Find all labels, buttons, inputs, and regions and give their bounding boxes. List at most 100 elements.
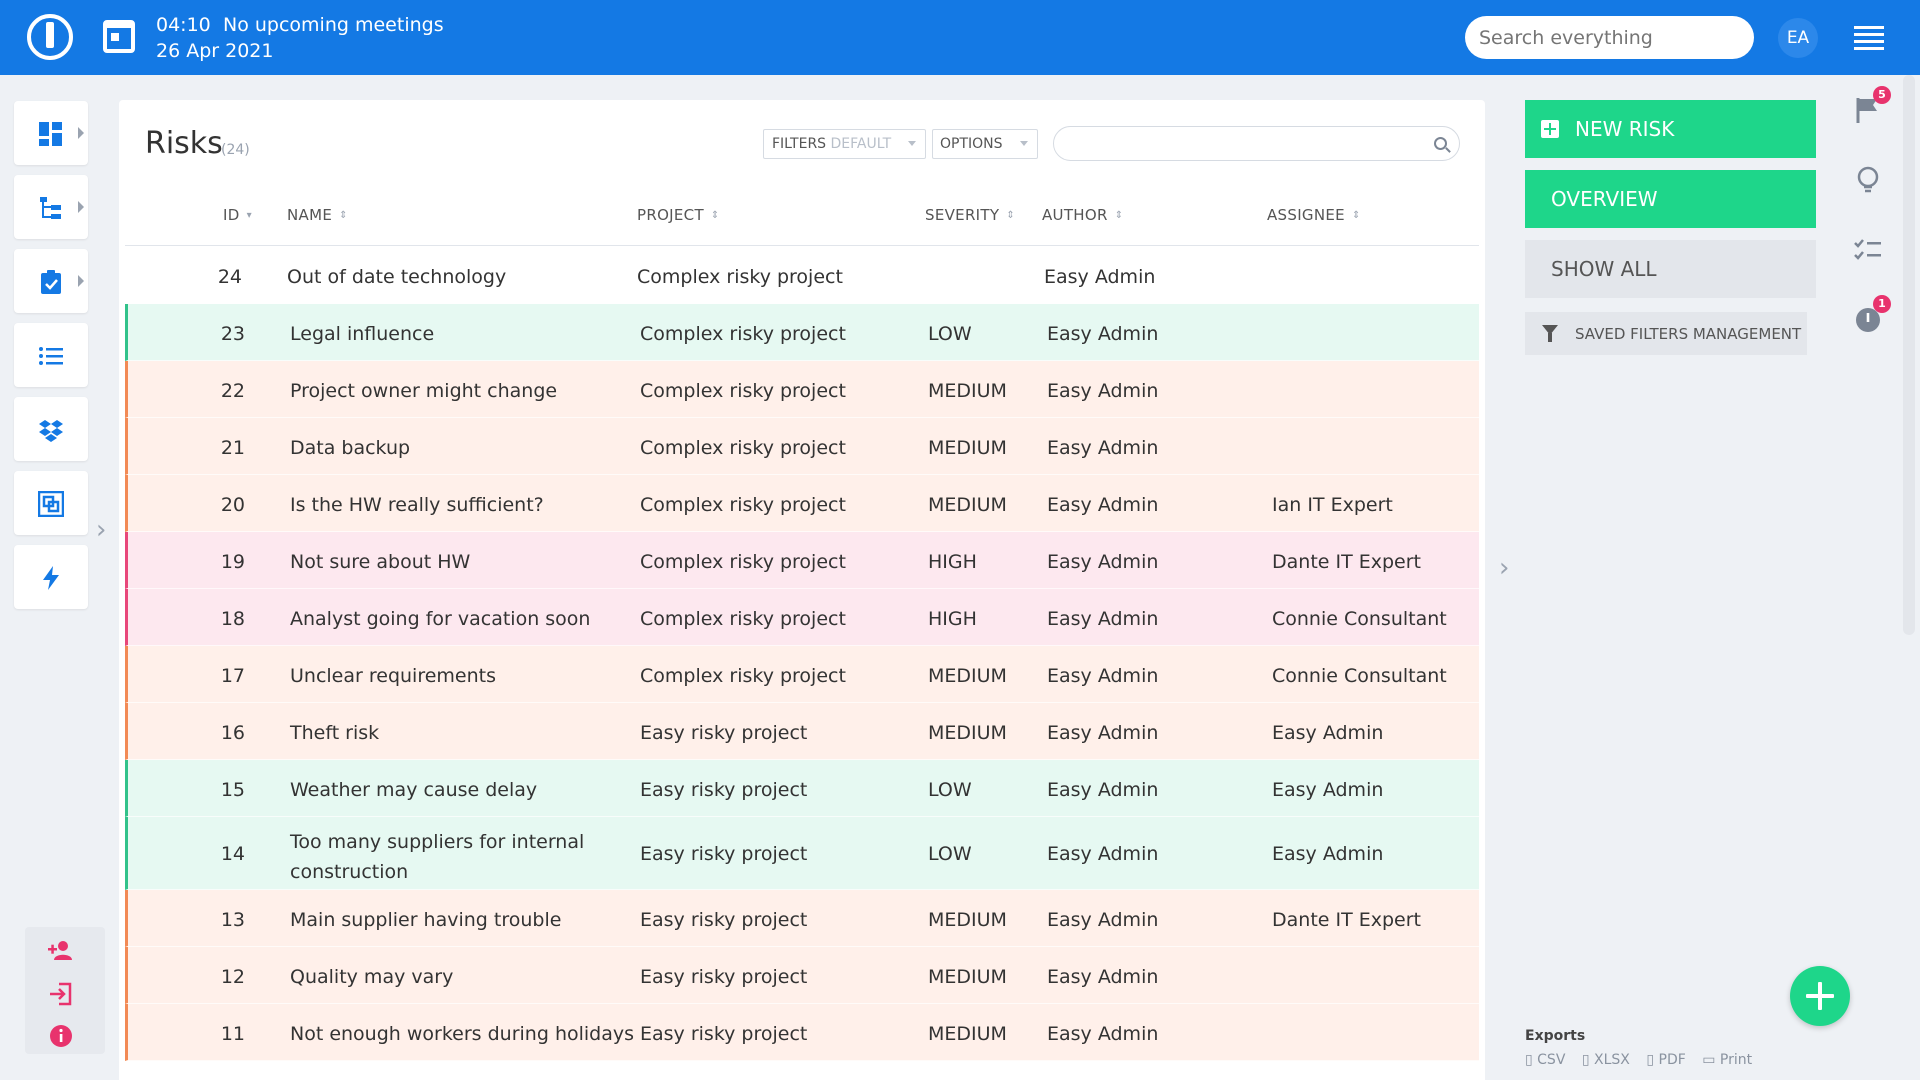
print-link[interactable]: ▭ Print [1702,1052,1753,1068]
page-scrollbar[interactable] [1903,75,1915,635]
info-icon[interactable] [47,1022,75,1050]
filters-button[interactable]: FILTERS DEFAULT [763,129,926,159]
column-header-id[interactable]: ID ▾ [223,206,252,224]
flag-icon[interactable] [1852,94,1884,126]
cell-name[interactable]: Main supplier having trouble [290,909,562,931]
chevron-right-icon[interactable]: › [1499,553,1510,583]
export-pdf-link[interactable]: ▯ PDF [1646,1052,1686,1068]
cell-assignee[interactable]: Connie Consultant [1272,665,1447,687]
cell-author[interactable]: Easy Admin [1047,665,1159,687]
export-xlsx-link[interactable]: ▯ XLSX [1581,1052,1630,1068]
list-search-input[interactable] [1053,126,1460,161]
table-row[interactable]: 24 Out of date technology Complex risky pr… [125,247,1479,304]
chevron-right-icon[interactable]: › [96,515,107,545]
cell-project[interactable]: Complex risky project [640,323,846,345]
table-row[interactable]: 11 Not enough workers during holidays Easy… [125,1004,1479,1061]
table-row[interactable]: 14 Too many suppliers for internal constr… [125,817,1479,890]
table-row[interactable]: 12 Quality may vary Easy risky project MEDI… [125,947,1479,1004]
table-row[interactable]: 20 Is the HW really sufficient? Complex ri… [125,475,1479,532]
table-row[interactable]: 18 Analyst going for vacation soon Complex… [125,589,1479,646]
cell-project[interactable]: Complex risky project [640,437,846,459]
cell-author[interactable]: Easy Admin [1044,266,1156,288]
meetings-status[interactable]: No upcoming meetings [223,14,444,36]
cell-author[interactable]: Easy Admin [1047,843,1159,865]
add-user-icon[interactable] [47,937,75,965]
cell-name[interactable]: Too many suppliers for internal construc… [290,831,585,883]
sidebar-item-projects-tree[interactable] [14,175,88,239]
cell-assignee[interactable]: Easy Admin [1272,779,1384,801]
search-icon[interactable] [1434,137,1447,150]
login-icon[interactable] [47,980,75,1008]
cell-project[interactable]: Easy risky project [640,722,808,744]
sidebar-item-quick-actions[interactable] [14,545,88,609]
table-row[interactable]: 13 Main supplier having trouble Easy risky… [125,890,1479,947]
cell-name[interactable]: Unclear requirements [290,665,496,687]
cell-project[interactable]: Easy risky project [640,1023,808,1045]
cell-name[interactable]: Data backup [290,437,411,459]
calendar-icon[interactable] [103,20,135,53]
cell-name[interactable]: Quality may vary [290,966,454,988]
table-row[interactable]: 19 Not sure about HW Complex risky project… [125,532,1479,589]
cell-name[interactable]: Out of date technology [287,266,507,288]
table-row[interactable]: 16 Theft risk Easy risky project MEDIUM Easy… [125,703,1479,760]
column-header-project[interactable]: PROJECT ⇕ [637,206,720,224]
table-row[interactable]: 17 Unclear requirements Complex risky proj… [125,646,1479,703]
cell-project[interactable]: Complex risky project [640,665,846,687]
column-header-author[interactable]: AUTHOR ⇕ [1042,206,1123,224]
new-risk-button[interactable]: NEW RISK [1525,100,1816,158]
cell-name[interactable]: Is the HW really sufficient? [290,494,544,516]
timer-icon[interactable] [1852,303,1884,335]
options-button[interactable]: OPTIONS [932,129,1038,159]
saved-filters-management-button[interactable]: SAVED FILTERS MANAGEMENT [1525,312,1807,355]
cell-author[interactable]: Easy Admin [1047,437,1159,459]
cell-project[interactable]: Easy risky project [640,779,808,801]
cell-assignee[interactable]: Ian IT Expert [1272,494,1393,516]
cell-project[interactable]: Complex risky project [640,494,846,516]
cell-name[interactable]: Weather may cause delay [290,779,538,801]
cell-project[interactable]: Complex risky project [640,608,846,630]
cell-assignee[interactable]: Dante IT Expert [1272,909,1422,931]
overview-button[interactable]: OVERVIEW [1525,170,1816,228]
expand-caret-icon[interactable] [78,275,84,287]
cell-name[interactable]: Not sure about HW [290,551,471,573]
sidebar-item-tasks[interactable] [14,249,88,313]
sidebar-item-lists[interactable] [14,323,88,387]
cell-author[interactable]: Easy Admin [1047,909,1159,931]
cell-author[interactable]: Easy Admin [1047,722,1159,744]
cell-project[interactable]: Complex risky project [640,380,846,402]
column-header-name[interactable]: NAME ⇕ [287,206,348,224]
column-header-assignee[interactable]: ASSIGNEE ⇕ [1267,206,1361,224]
sidebar-item-dashboard[interactable] [14,101,88,165]
cell-project[interactable]: Easy risky project [640,909,808,931]
cell-author[interactable]: Easy Admin [1047,323,1159,345]
column-header-severity[interactable]: SEVERITY ⇕ [925,206,1015,224]
cell-name[interactable]: Project owner might change [290,380,558,402]
table-row[interactable]: 21 Data backup Complex risky project MEDIUM… [125,418,1479,475]
cell-project[interactable]: Complex risky project [640,551,846,573]
table-row[interactable]: 23 Legal influence Complex risky project LO… [125,304,1479,361]
user-avatar[interactable]: EA [1778,18,1818,58]
cell-project[interactable]: Easy risky project [640,843,808,865]
cell-author[interactable]: Easy Admin [1047,551,1159,573]
lightbulb-icon[interactable] [1852,164,1884,196]
cell-author[interactable]: Easy Admin [1047,1023,1159,1045]
cell-assignee[interactable]: Connie Consultant [1272,608,1447,630]
checklist-icon[interactable] [1852,235,1884,267]
hamburger-menu-icon[interactable] [1854,26,1884,50]
cell-author[interactable]: Easy Admin [1047,966,1159,988]
app-logo-icon[interactable] [27,14,73,60]
sidebar-item-dropbox[interactable] [14,397,88,461]
cell-name[interactable]: Legal influence [290,323,435,345]
sidebar-item-boards[interactable] [14,471,88,535]
show-all-button[interactable]: SHOW ALL [1525,240,1816,298]
cell-project[interactable]: Complex risky project [637,266,843,288]
cell-author[interactable]: Easy Admin [1047,380,1159,402]
cell-project[interactable]: Easy risky project [640,966,808,988]
cell-assignee[interactable]: Easy Admin [1272,843,1384,865]
cell-name[interactable]: Analyst going for vacation soon [290,608,591,630]
cell-author[interactable]: Easy Admin [1047,494,1159,516]
add-fab-button[interactable] [1790,966,1850,1026]
expand-caret-icon[interactable] [78,201,84,213]
cell-name[interactable]: Theft risk [290,722,380,744]
table-row[interactable]: 22 Project owner might change Complex risk… [125,361,1479,418]
